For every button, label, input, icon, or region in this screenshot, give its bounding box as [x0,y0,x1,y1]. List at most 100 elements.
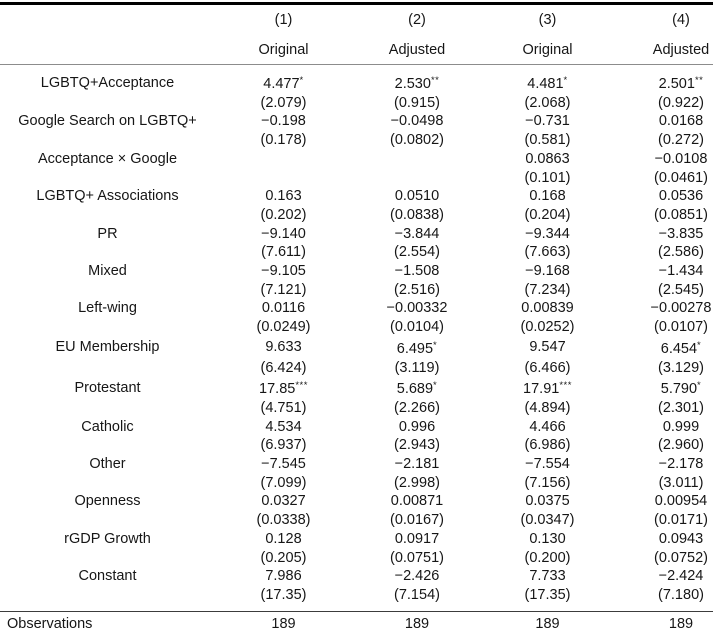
coefficient-cell: −1.508 [394,263,440,280]
coefficient-cell: 7.986 [265,568,302,585]
standard-error-cell: (0.272) [658,132,704,149]
coefficient-row: Google Search on LGBTQ+ −0.198 −0.0498 −0.7… [0,112,713,131]
coefficient-cell: −0.0108 [654,150,708,167]
coefficient-cell: 0.0116 [261,300,306,317]
variable-label: Google Search on LGBTQ+ [18,113,197,130]
coefficient-cell [352,150,482,169]
standard-error-cell: (0.0338) [256,512,311,529]
coefficient-row: Catholic 4.534 0.996 4.466 0.999 [0,418,713,437]
empty-label-cell [0,243,215,262]
standard-error-cell: (7.156) [524,474,571,491]
standard-error-row: (7.099) (2.998) (7.156) (3.011) [0,474,713,493]
standard-error-row: (17.35) (7.154) (17.35) (7.180) [0,586,713,605]
coefficient-row: Protestant 17.85*** 5.689* 17.91*** 5.790* [0,377,713,399]
standard-error-cell [215,169,352,188]
coefficient-cell: 0.996 [398,418,436,435]
observations-value: 189 [613,610,713,631]
coefficient-cell: −2.424 [658,568,704,585]
standard-error-row: (2.079) (0.915) (2.068) (0.922) [0,94,713,113]
standard-error-row: (4.751) (2.266) (4.894) (2.301) [0,399,713,418]
standard-error-cell: (0.178) [260,132,307,149]
standard-error-cell: (2.943) [394,437,440,454]
coefficient-cell: −0.00278 [650,300,712,317]
standard-error-cell: (0.0802) [389,132,444,149]
standard-error-cell: (2.960) [658,437,704,454]
coefficient-cell: 0.0510 [394,188,440,205]
header-empty-cell [0,35,215,65]
column-type-header: Adjusted [352,35,482,65]
coefficient-cell: 0.163 [265,188,302,205]
standard-error-cell: (0.0171) [653,512,708,529]
standard-error-cell: (0.0104) [389,319,444,336]
standard-error-cell: (17.35) [260,586,307,603]
coefficient-row: Constant 7.986 −2.426 7.733 −2.424 [0,567,713,586]
variable-label: Constant [78,568,137,585]
standard-error-cell: (3.119) [394,359,440,376]
coefficient-cell: 0.168 [529,188,566,205]
variable-label: Mixed [88,263,127,280]
coefficient-cell: −3.835 [658,225,704,242]
empty-label-cell [0,436,215,455]
standard-error-cell: (6.466) [524,359,571,376]
coefficient-row: EU Membership 9.633 6.495* 9.547 6.454* [0,337,713,359]
standard-error-cell: (2.545) [658,281,704,298]
standard-error-cell: (2.516) [394,281,440,298]
standard-error-row: (7.611) (2.554) (7.663) (2.586) [0,243,713,262]
empty-label-cell [0,586,215,605]
coefficient-row: Left-wing 0.0116 −0.00332 0.00839 −0.00278 [0,299,713,318]
standard-error-cell: (7.121) [260,281,307,298]
coefficient-cell: 0.00871 [390,493,444,510]
column-number-header: (4) [672,12,690,28]
significance-stars: * [697,339,702,351]
coefficient-cell: −2.181 [394,456,440,473]
standard-error-cell: (7.180) [658,586,704,603]
coefficient-cell: 4.466 [529,418,566,435]
standard-error-cell: (3.011) [658,474,704,491]
coefficient-row: LGBTQ+ Associations 0.163 0.0510 0.168 0.053… [0,187,713,206]
coefficient-cell: −3.844 [394,225,440,242]
variable-label: Acceptance × Google [37,150,178,167]
standard-error-cell: (4.894) [524,399,571,416]
empty-label-cell [0,206,215,225]
coefficient-cell: 0.128 [265,530,302,547]
coefficient-cell: 7.733 [529,568,566,585]
coefficient-row: LGBTQ+Acceptance 4.477* 2.530** 4.481* 2.501… [0,72,713,94]
column-number-header: (3) [538,12,557,28]
coefficient-cell: 6.495* [396,339,438,357]
standard-error-cell: (0.0249) [256,319,311,336]
variable-label: PR [97,225,118,242]
table-footer: Observations 189 189 189 189 [0,610,713,631]
empty-label-cell [0,94,215,113]
empty-label-cell [0,549,215,568]
standard-error-row: (0.202) (0.0838) (0.204) (0.0851) [0,206,713,225]
significance-stars: *** [559,380,572,392]
standard-error-cell: (6.424) [260,359,307,376]
coefficient-row: rGDP Growth 0.128 0.0917 0.130 0.0943 [0,530,713,549]
coefficient-cell: 2.501** [658,75,704,92]
standard-error-cell: (7.611) [261,244,306,261]
coefficient-row: Openness 0.0327 0.00871 0.0375 0.00954 [0,492,713,511]
model-number-row: (1) (2) (3) (4) [0,4,713,36]
standard-error-cell: (2.554) [394,244,440,261]
standard-error-cell: (2.586) [658,244,704,261]
standard-error-cell: (6.937) [260,437,307,454]
coefficient-cell: 0.0943 [658,530,704,547]
variable-label: Left-wing [78,300,137,317]
coefficient-cell: −9.105 [261,263,306,280]
coefficient-row: Other −7.545 −2.181 −7.554 −2.178 [0,455,713,474]
standard-error-cell: (7.099) [260,474,307,491]
standard-error-row: (0.0249) (0.0104) (0.0252) (0.0107) [0,318,713,337]
significance-stars: * [433,339,438,351]
coefficient-cell: 9.633 [265,339,302,356]
standard-error-cell: (7.234) [524,281,571,298]
coefficient-cell: −9.344 [525,225,570,242]
standard-error-cell: (0.0838) [389,206,444,223]
coefficient-cell: 2.530** [394,75,440,92]
coefficient-cell: −0.00332 [386,300,448,317]
coefficient-cell: −0.198 [261,113,306,130]
column-type-header: Original [482,35,613,65]
coefficient-cell: −0.0498 [390,113,444,130]
variable-label: Protestant [74,379,141,396]
column-number-header: (1) [274,12,293,28]
empty-label-cell [0,474,215,493]
